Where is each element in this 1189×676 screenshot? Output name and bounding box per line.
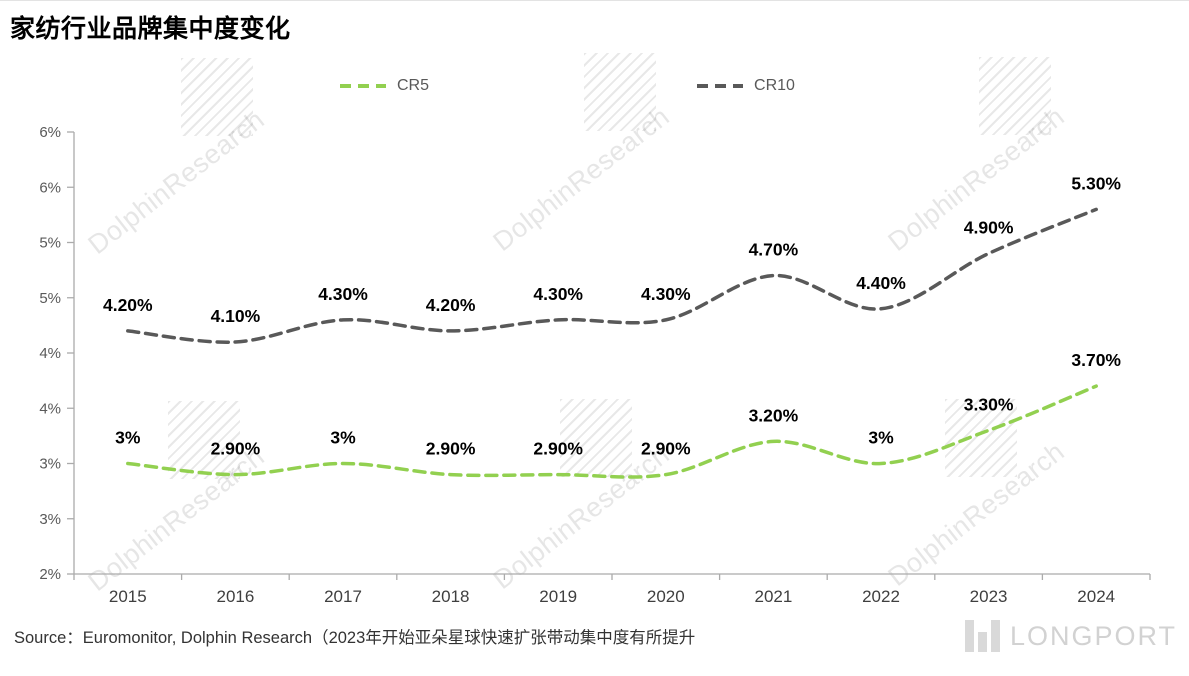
x-axis-year-label: 2019 <box>539 587 577 606</box>
cr5-data-label: 3% <box>115 428 141 448</box>
cr10-dashed-line-swatch <box>697 84 744 88</box>
longport-logo: LONGPORT <box>964 620 1177 652</box>
y-tick-label: 5% <box>39 235 61 252</box>
legend-label-cr5: CR5 <box>397 77 430 94</box>
cr5-data-label: 3% <box>868 428 894 448</box>
legend-item-cr5: CR5 <box>340 77 429 95</box>
x-axis-year-label: 2021 <box>754 587 792 606</box>
y-tick-label: 4% <box>39 400 61 417</box>
cr5-data-label: 3.70% <box>1071 350 1121 370</box>
cr10-data-label: 4.30% <box>533 284 583 304</box>
cr10-data-label: 5.30% <box>1071 173 1121 193</box>
cr5-data-label: 3.20% <box>749 405 799 425</box>
cr5-data-label: 2.90% <box>426 439 476 459</box>
y-tick-label: 2% <box>39 566 61 583</box>
legend-item-cr10: CR10 <box>697 77 795 95</box>
legend-label-cr10: CR10 <box>754 77 795 94</box>
cr10-line <box>126 207 1098 344</box>
cr5-line <box>126 384 1098 479</box>
x-axis-year-label: 2020 <box>647 587 685 606</box>
x-axis: 2015 2016 2017 2018 2019 2020 2021 2022 2023 2024 <box>73 573 1151 606</box>
x-axis-year-label: 2017 <box>324 587 362 606</box>
y-tick-label: 3% <box>39 511 61 528</box>
cr5-data-label: 2.90% <box>211 439 261 459</box>
x-axis-year-label: 2023 <box>970 587 1008 606</box>
cr10-data-label: 4.40% <box>856 273 906 293</box>
longport-logo-text: LONGPORT <box>1009 620 1177 651</box>
footer: Source：Euromonitor, Dolphin Research（202… <box>14 613 1177 659</box>
cr5-data-label: 2.90% <box>533 439 583 459</box>
series-cr5: 3% 2.90% 3% 2.90% 2.90% 2.90% 3.20% 3% 3.30% 3.70… <box>115 350 1121 479</box>
x-axis-year-label: 2015 <box>109 587 147 606</box>
page-title: 家纺行业品牌集中度变化 <box>10 15 291 43</box>
longport-logo-icon <box>964 620 1000 652</box>
y-tick-label: 6% <box>39 124 61 141</box>
cr10-data-label: 4.20% <box>426 295 476 315</box>
x-axis-year-label: 2022 <box>862 587 900 606</box>
x-axis-year-label: 2016 <box>216 587 254 606</box>
cr10-data-label: 4.30% <box>641 284 691 304</box>
cr5-data-label: 2.90% <box>641 439 691 459</box>
cr5-data-label: 3% <box>330 428 356 448</box>
cr10-data-label: 4.20% <box>103 295 153 315</box>
cr10-data-label: 4.30% <box>318 284 368 304</box>
x-axis-year-label: 2018 <box>432 587 470 606</box>
y-tick-label: 3% <box>39 456 61 473</box>
cr10-data-label: 4.90% <box>964 218 1014 238</box>
source-note: Source：Euromonitor, Dolphin Research（202… <box>14 629 696 647</box>
cr5-data-label: 3.30% <box>964 394 1014 414</box>
series-cr10: 4.20% 4.10% 4.30% 4.20% 4.30% 4.30% 4.70% 4.40%… <box>103 173 1121 344</box>
y-axis: 6% 6% 5% 5% 4% 4% 3% 3% 2% <box>39 124 75 583</box>
cr10-data-label: 4.10% <box>211 306 261 326</box>
x-axis-year-label: 2024 <box>1077 587 1115 606</box>
legend: CR5 CR10 <box>340 77 795 95</box>
cr5-dashed-line-swatch <box>340 84 386 88</box>
y-tick-label: 4% <box>39 345 61 362</box>
y-tick-label: 6% <box>39 179 61 196</box>
y-tick-label: 5% <box>39 290 61 307</box>
cr10-data-label: 4.70% <box>749 240 799 260</box>
